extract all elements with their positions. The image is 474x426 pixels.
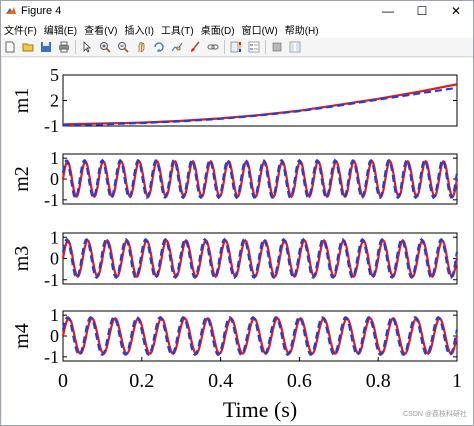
title-bar: Figure 4 — ☐ ✕: [1, 1, 473, 21]
link-icon[interactable]: [206, 40, 220, 54]
matlab-logo-icon: [6, 7, 16, 14]
pan-icon[interactable]: [134, 40, 148, 54]
show-plot-tools-icon[interactable]: [288, 40, 302, 54]
y-axis-label-m1: m1: [11, 88, 33, 114]
y-tick-label: -1: [44, 270, 59, 290]
menu-help[interactable]: 帮助(H): [284, 26, 319, 37]
menu-tools[interactable]: 工具(T): [160, 26, 194, 37]
x-tick-label: 0.8: [366, 370, 391, 392]
series-line-m2-estimate: [61, 158, 459, 200]
y-tick-label: -1: [44, 116, 59, 136]
menu-view[interactable]: 查看(V): [84, 26, 118, 37]
menu-file[interactable]: 文件(F): [4, 26, 37, 37]
series-line-m4-actual: [61, 317, 459, 355]
menu-bar: 文件(F) 编辑(E) 查看(V) 插入(I) 工具(T) 桌面(D) 窗口(W…: [1, 21, 473, 38]
y-tick-label: 0: [50, 326, 59, 346]
zoom-out-icon[interactable]: [116, 40, 130, 54]
y-tick-label: -1: [44, 190, 59, 210]
print-icon[interactable]: [57, 40, 71, 54]
figure-canvas[interactable]: 5 2 -1 m1 1 0 -1 m2 1 0 -1 m3 1 0 -1 m4 0 0.2 0.4 0.6 0.8 1 Ti…: [2, 58, 473, 425]
x-tick-label: 1: [452, 370, 462, 392]
window-title: Figure 4: [21, 5, 62, 17]
pointer-icon[interactable]: [80, 40, 94, 54]
colorbar-icon[interactable]: [229, 40, 243, 54]
open-folder-icon[interactable]: [21, 40, 35, 54]
x-tick-label: 0.4: [208, 370, 233, 392]
y-tick-label: 0: [50, 249, 59, 269]
menu-window[interactable]: 窗口(W): [241, 26, 278, 37]
window-controls: — ☐ ✕: [371, 1, 473, 21]
y-tick-label: -1: [44, 347, 59, 367]
new-file-icon[interactable]: [3, 40, 17, 54]
x-tick-label: 0.6: [287, 370, 312, 392]
brush-icon[interactable]: [188, 40, 202, 54]
menu-desktop[interactable]: 桌面(D): [200, 26, 235, 37]
y-axis-label-m3: m3: [11, 246, 33, 272]
legend-icon[interactable]: [247, 40, 261, 54]
y-axis-label-m4: m4: [11, 323, 33, 349]
menu-edit[interactable]: 编辑(E): [43, 26, 78, 37]
x-tick-label: 0.2: [129, 370, 154, 392]
y-tick-label: 5: [50, 65, 59, 85]
toolbar-separator: [75, 40, 76, 54]
x-tick-label: 0: [58, 370, 68, 392]
y-tick-label: 0: [50, 169, 59, 189]
rotate-3d-icon[interactable]: [152, 40, 166, 54]
data-cursor-icon[interactable]: [170, 40, 184, 54]
close-button[interactable]: ✕: [450, 4, 462, 18]
hide-plot-tools-icon[interactable]: [270, 40, 284, 54]
save-icon[interactable]: [39, 40, 53, 54]
figure-toolbar: [1, 38, 473, 57]
axes-m1: [62, 74, 458, 127]
y-tick-label: 1: [50, 227, 59, 247]
y-tick-label: 2: [50, 91, 59, 111]
x-axis-label: Time (s): [223, 397, 297, 422]
menu-insert[interactable]: 插入(I): [124, 26, 154, 37]
y-tick-label: 1: [50, 148, 59, 168]
zoom-in-icon[interactable]: [98, 40, 112, 54]
series-line-m3-estimate: [61, 237, 459, 280]
watermark-text: CSDN @荔枝科研社: [403, 411, 467, 418]
toolbar-separator: [265, 40, 266, 54]
minimize-button[interactable]: —: [382, 4, 394, 18]
toolbar-separator: [224, 40, 225, 54]
y-tick-label: 1: [50, 305, 59, 325]
maximize-button[interactable]: ☐: [416, 4, 428, 18]
y-axis-label-m2: m2: [11, 166, 33, 192]
series-line-m4-estimate: [61, 315, 459, 357]
